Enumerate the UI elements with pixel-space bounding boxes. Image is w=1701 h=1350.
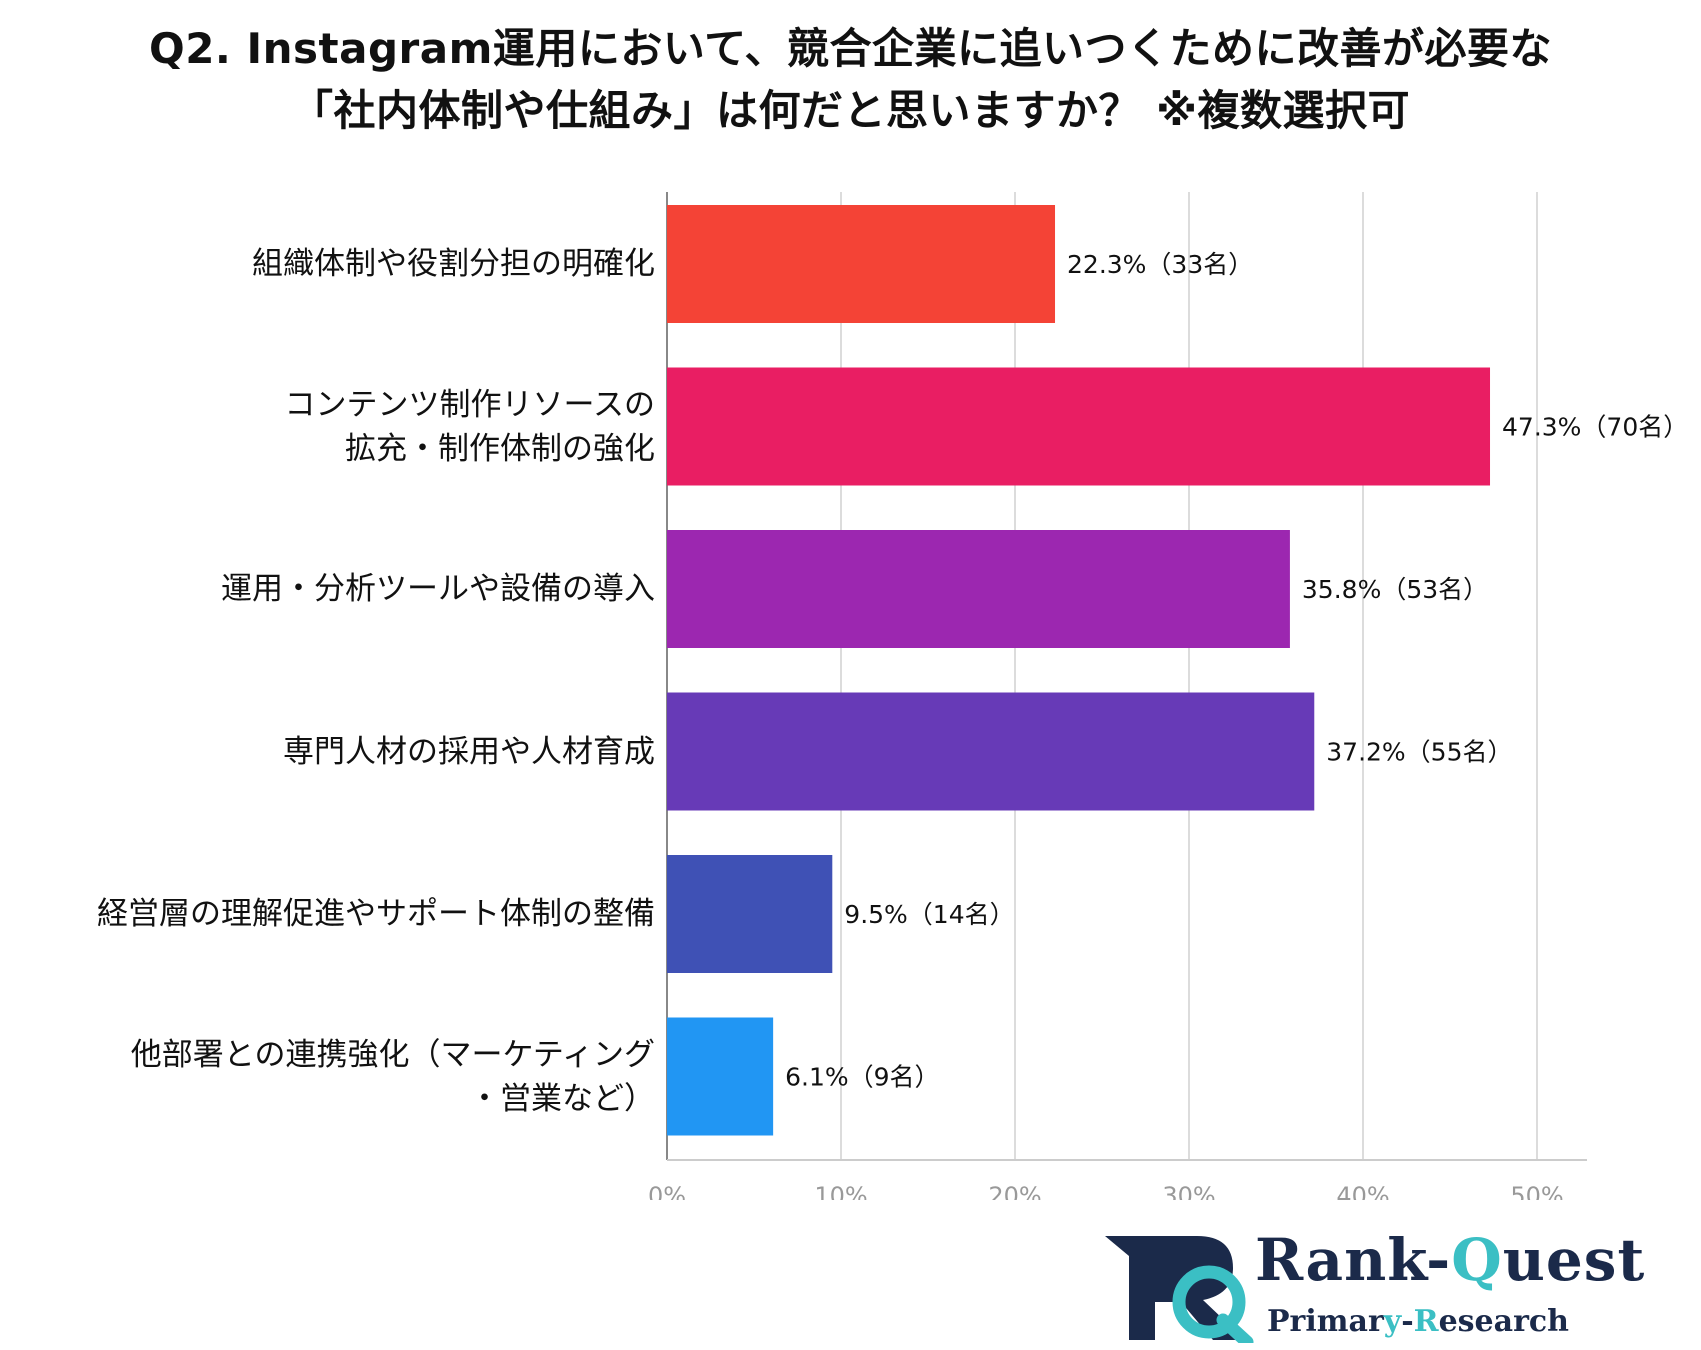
bar [667,205,1056,323]
category-label-line: 他部署との連携強化（マーケティング [130,1036,655,1073]
category-label: 他部署との連携強化（マーケティング・営業など） [131,1033,655,1121]
x-tick-label: 50% [1510,1182,1563,1200]
category-label-line: 拡充・制作体制の強化 [345,430,655,467]
bar-chart: 0% 10% 20% 30% 40% 50% 22.3%（33名） 47.3%（70名） 35.… [648,192,1688,1200]
logo-word-part-3: uest [1502,1226,1646,1294]
category-label-line: 経営層の理解促進やサポート体制の整備 [97,896,655,932]
data-label: 37.2%（55名） [1326,738,1512,767]
x-tick-label: 20% [988,1182,1041,1200]
data-label: 22.3%（33名） [1067,250,1253,279]
category-label: コンテンツ制作リソースの拡充・制作体制の強化 [285,383,655,471]
chart-title-line-2: 「社内体制や仕組み」は何だと思いますか？ ※複数選択可 [291,86,1410,135]
category-label-line: 専門人材の採用や人材育成 [283,733,655,770]
category-label-line: コンテンツ制作リソースの [284,386,655,423]
logo-subtitle: Primary-Research [1267,1304,1569,1339]
logo-word-part-2: Q [1451,1226,1503,1294]
category-label: 組織体制や役割分担の明確化 [252,242,655,286]
logo-wordmark: Rank-Quest [1255,1226,1645,1294]
bar [667,692,1315,811]
category-label: 運用・分析ツールや設備の導入 [221,567,655,611]
data-label: 35.8%（53名） [1302,575,1488,604]
x-tick-label: 10% [814,1182,867,1200]
logo-sub-part-5: esearch [1438,1304,1569,1339]
category-label-line: ・営業など） [469,1080,655,1117]
data-label: 47.3%（70名） [1502,413,1688,442]
x-tick-label: 30% [1162,1182,1215,1200]
bar [667,855,833,973]
logo-sub-part-2: y [1383,1304,1402,1339]
x-tick-label: 40% [1336,1182,1389,1200]
chart-title: Q2. Instagram運用において、競合企業に追いつくために改善が必要な 「… [0,18,1701,142]
logo-sub-part-3: - [1401,1304,1414,1339]
rank-quest-logo: Rank-Quest Primary-Research [1105,1226,1645,1349]
category-label-line: 運用・分析ツールや設備の導入 [221,571,655,607]
category-label-line: 組織体制や役割分担の明確化 [252,246,655,282]
bar [667,367,1491,486]
rank-quest-logo-mark [1105,1236,1254,1349]
data-label: 6.1%（9名） [785,1063,939,1092]
logo-sub-part-4: R [1413,1304,1439,1339]
data-label: 9.5%（14名） [844,900,1014,929]
logo-sub-part-1: Primar [1267,1304,1384,1339]
x-tick-label: 0% [648,1182,686,1200]
logo-word-part-1: Rank- [1255,1226,1452,1294]
bar [667,1017,774,1136]
category-label: 専門人材の採用や人材育成 [283,730,655,774]
category-label: 経営層の理解促進やサポート体制の整備 [97,892,655,936]
bar [667,530,1290,648]
chart-title-line-1: Q2. Instagram運用において、競合企業に追いつくために改善が必要な [149,24,1552,73]
